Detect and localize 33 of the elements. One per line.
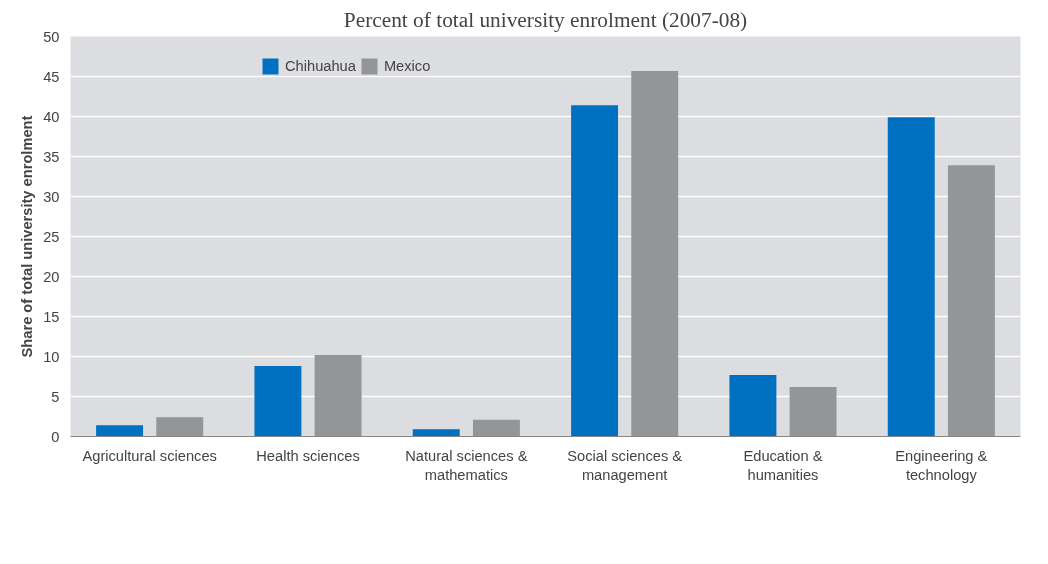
bar <box>472 419 520 437</box>
bar <box>96 425 144 437</box>
bar <box>412 429 460 437</box>
bar <box>156 417 204 437</box>
bar <box>729 374 777 437</box>
y-tick-label: 50 <box>43 28 60 45</box>
legend-label: Mexico <box>383 58 431 74</box>
x-tick-label: Natural sciences & mathematics <box>405 447 528 483</box>
x-tick-label: Agricultural sciences <box>82 447 217 464</box>
bar <box>254 366 302 437</box>
y-tick-label: 10 <box>43 348 60 365</box>
x-tick-label: Education & humanities <box>743 447 823 483</box>
bar <box>887 117 935 437</box>
y-tick-label: 0 <box>51 428 60 445</box>
y-tick-label: 40 <box>43 108 60 125</box>
bar <box>631 70 679 437</box>
bar <box>789 386 837 437</box>
y-axis-title: Share of total university enrolment <box>19 115 36 358</box>
y-tick-label: 30 <box>43 188 60 205</box>
bar <box>571 105 619 437</box>
y-tick-label: 35 <box>43 148 60 165</box>
chart-title: Percent of total university enrolment (2007-08) <box>343 7 748 32</box>
bar <box>947 165 995 437</box>
x-tick-label: Engineering & technology <box>895 447 988 483</box>
bar <box>314 354 362 437</box>
y-tick-label: 15 <box>43 308 60 325</box>
legend-label: Chihuahua <box>285 58 356 74</box>
y-tick-label: 5 <box>51 388 60 405</box>
y-tick-label: 25 <box>43 228 60 245</box>
x-tick-label: Social sciences & management <box>567 447 683 483</box>
x-tick-label: Health sciences <box>256 447 360 464</box>
y-tick-label: 45 <box>43 68 60 85</box>
y-tick-label: 20 <box>43 268 60 285</box>
